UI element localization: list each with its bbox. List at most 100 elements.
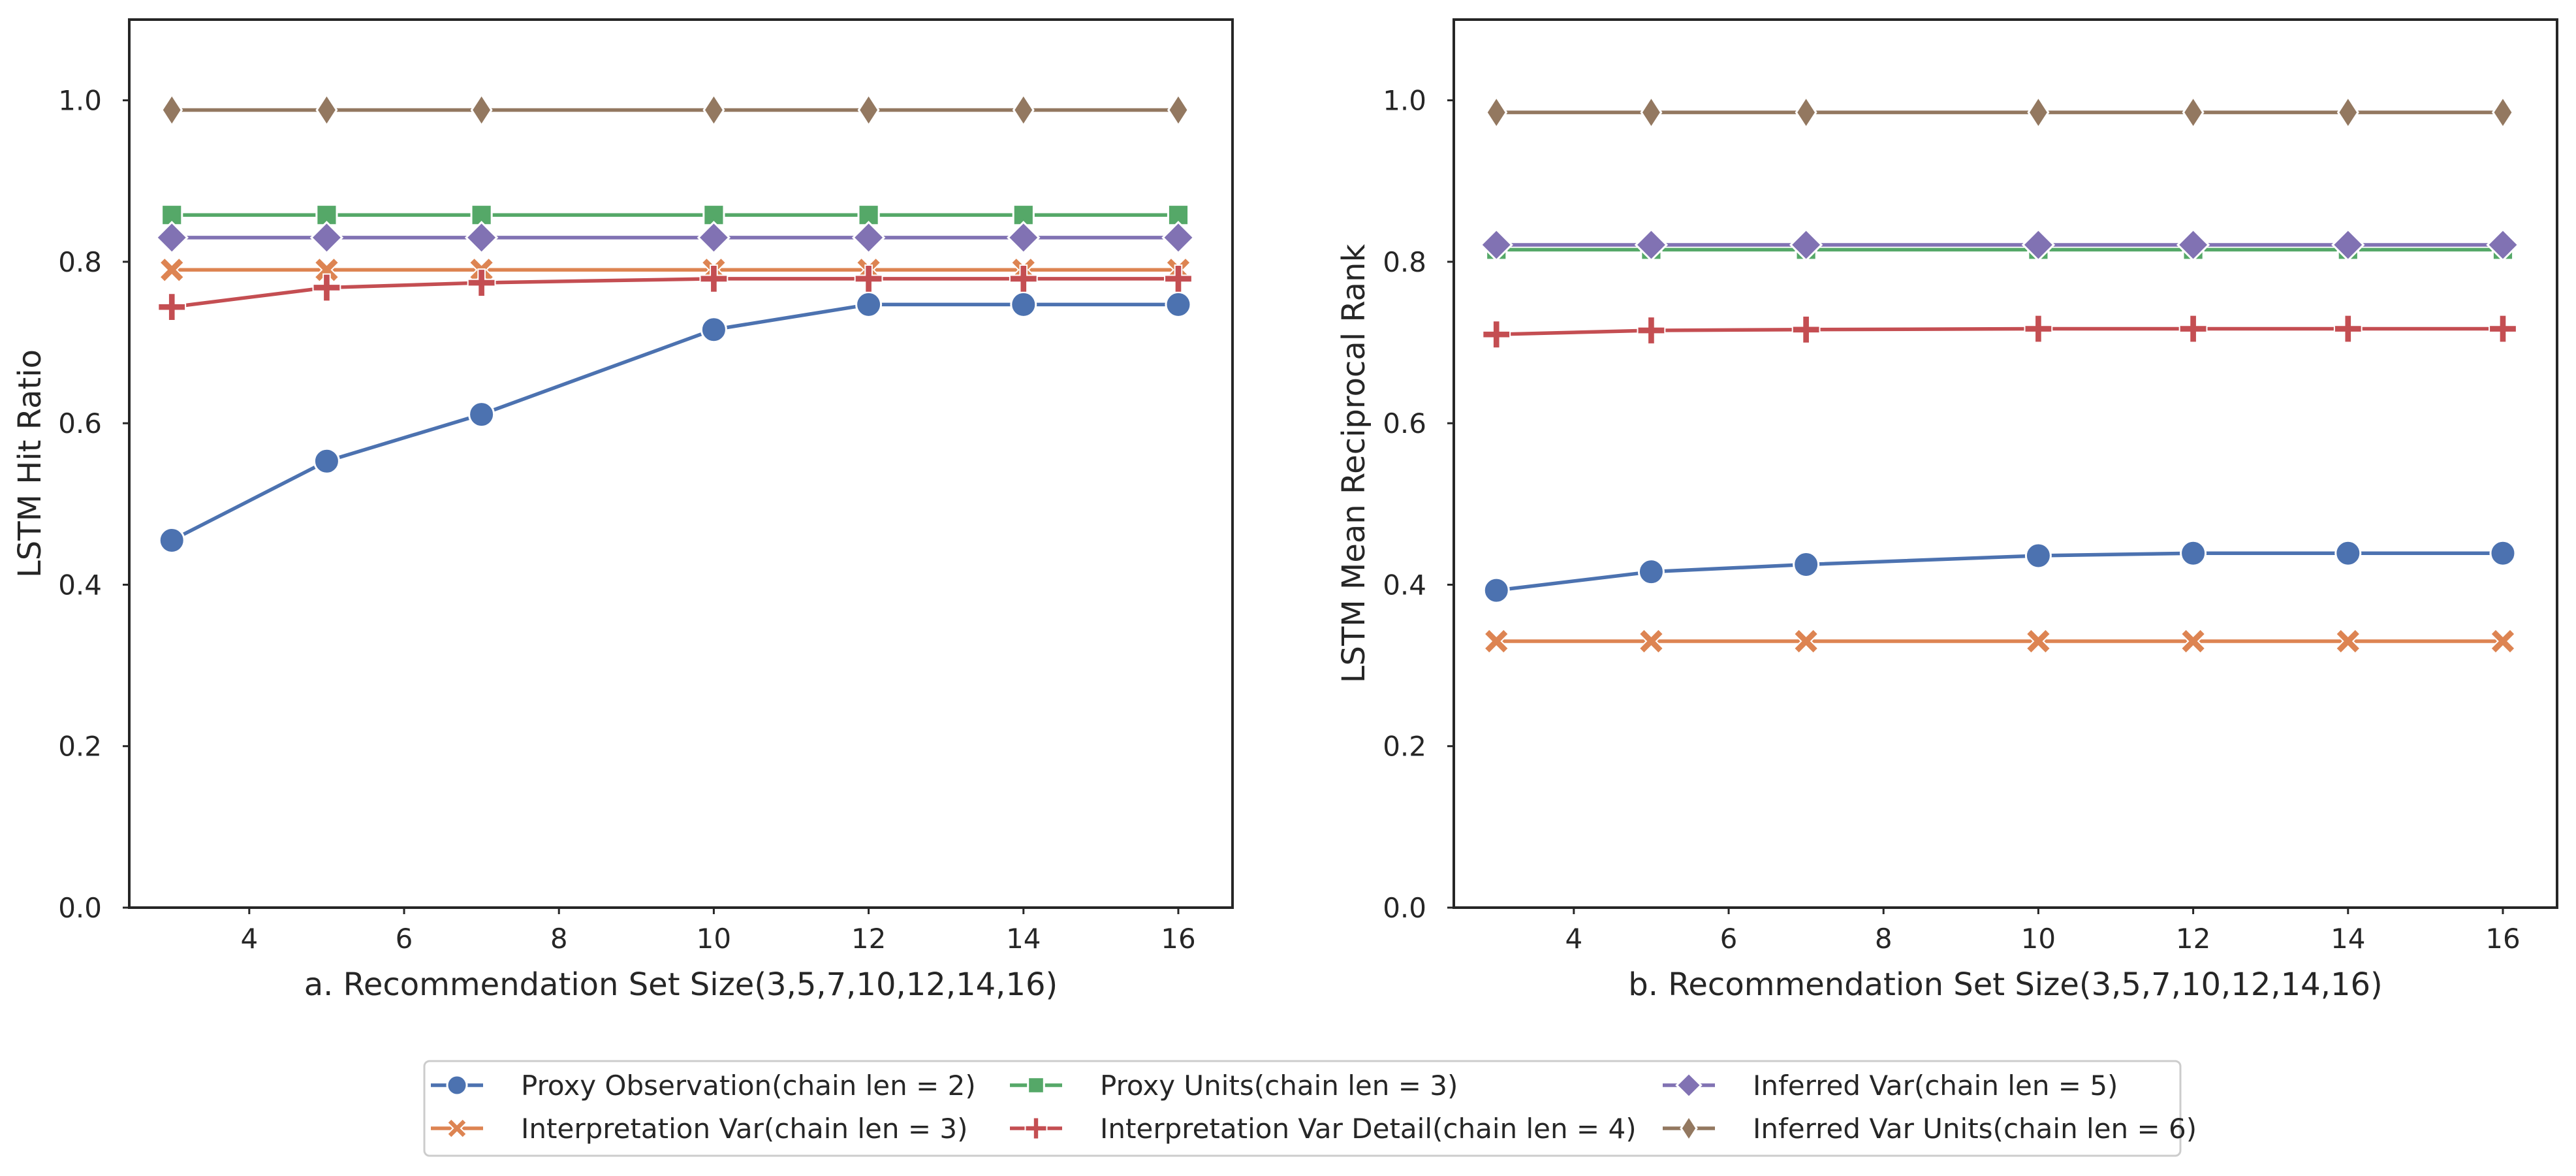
- chart-b-plot-frame: [1453, 18, 2558, 909]
- chart-a-data-point-inferred-var-units-chain-len-6: [315, 93, 338, 127]
- chart-a-data-point-inferred-var-chain-len-5: [1007, 221, 1041, 255]
- legend-marker-swatch: [1024, 1117, 1048, 1140]
- chart-a-y-tick-label: 1.0: [58, 85, 102, 117]
- chart-b-data-point-inferred-var-chain-len-5: [1634, 228, 1669, 262]
- chart-b-data-point-interpretation-var-detail-chain-len-4: [1482, 320, 1511, 349]
- chart-a-data-point-proxy-observation-chain-len-2: [855, 291, 883, 318]
- chart-b-data-point-inferred-var-chain-len-5: [2021, 228, 2056, 262]
- chart-a-series-proxy-units-chain-len-3: [161, 204, 1190, 227]
- chart-a-y-tick-label: 0.8: [58, 246, 102, 278]
- chart-a-x-tick-label: 4: [240, 923, 258, 955]
- chart-a-data-point-proxy-observation-chain-len-2: [1010, 291, 1037, 318]
- chart-b-data-point-interpretation-var-detail-chain-len-4: [1791, 315, 1821, 344]
- chart-b-data-point-inferred-var-units-chain-len-6: [2336, 95, 2359, 130]
- legend-marker-swatch: [446, 1117, 468, 1139]
- chart-b-data-point-interpretation-var-detail-chain-len-4: [1637, 316, 1666, 345]
- chart-b-data-point-proxy-observation-chain-len-2: [1483, 577, 1510, 604]
- chart-a-data-point-inferred-var-units-chain-len-6: [857, 93, 880, 127]
- chart-b-data-point-inferred-var-units-chain-len-6: [1795, 95, 1817, 130]
- chart-b-data-point-inferred-var-chain-len-5: [2176, 228, 2210, 262]
- chart-a: 4 6 8 10 12 14 16 0.0 0.2 0.4 0.6 0.8 1.0 a. Recomme…: [12, 18, 1234, 1003]
- chart-a-y-tick-label: 0.6: [58, 407, 102, 439]
- chart-b-data-point-inferred-var-chain-len-5: [1479, 228, 1513, 262]
- legend-marker-swatch: [1675, 1072, 1703, 1099]
- legend-label: Interpretation Var(chain len = 3): [521, 1113, 968, 1145]
- chart-a-data-point-proxy-observation-chain-len-2: [1165, 291, 1192, 318]
- legend-label: Proxy Observation(chain len = 2): [521, 1070, 976, 1102]
- chart-b-series-inferred-var-chain-len-5: [1479, 228, 2520, 262]
- chart-a-y-tick-label: 0.0: [58, 892, 102, 924]
- chart-b-data-point-inferred-var-units-chain-len-6: [1485, 95, 1508, 130]
- chart-b-x-tick-label: 8: [1875, 923, 1893, 955]
- chart-b-series-inferred-var-units-chain-len-6: [1485, 95, 2514, 130]
- chart-a-data-point-interpretation-var-detail-chain-len-4: [699, 264, 729, 293]
- chart-a-data-point-inferred-var-units-chain-len-6: [1167, 93, 1189, 127]
- chart-b-y-tick-label: 1.0: [1383, 85, 1426, 117]
- chart-a-series-inferred-var-units-chain-len-6: [161, 93, 1189, 127]
- chart-b-data-point-interpretation-var-chain-len-3: [1638, 628, 1665, 654]
- chart-b-data-point-inferred-var-units-chain-len-6: [2491, 95, 2514, 130]
- chart-b-data-point-interpretation-var-chain-len-3: [2490, 628, 2516, 654]
- legend-entry-proxy-units-chain-len-3: Proxy Units(chain len = 3): [1010, 1070, 1458, 1102]
- chart-a-y-tick-label: 0.4: [58, 569, 102, 601]
- legend-label: Proxy Units(chain len = 3): [1100, 1070, 1458, 1102]
- chart-a-data-point-proxy-observation-chain-len-2: [158, 526, 185, 554]
- chart-a-data-point-proxy-observation-chain-len-2: [313, 447, 340, 475]
- chart-a-x-tick-label: 12: [851, 923, 886, 955]
- chart-a-y-tick-label: 0.2: [58, 731, 102, 763]
- legend-marker-swatch: [1680, 1114, 1698, 1143]
- legend-entry-interpretation-var-detail-chain-len-4: Interpretation Var Detail(chain len = 4): [1010, 1113, 1637, 1145]
- chart-b-data-point-inferred-var-chain-len-5: [2331, 228, 2365, 262]
- chart-a-data-point-interpretation-var-detail-chain-len-4: [467, 268, 496, 297]
- chart-b-data-point-interpretation-var-detail-chain-len-4: [2489, 314, 2517, 343]
- legend-entry-inferred-var-chain-len-5: Inferred Var(chain len = 5): [1663, 1070, 2118, 1102]
- chart-a-series-interpretation-var-detail-chain-len-4: [157, 264, 1193, 322]
- chart-a-y-axis-label: LSTM Hit Ratio: [12, 349, 48, 578]
- chart-b-x-tick-label: 12: [2176, 923, 2210, 955]
- chart-a-x-tick-label: 16: [1161, 923, 1195, 955]
- chart-a-data-point-inferred-var-chain-len-5: [309, 221, 344, 255]
- chart-b-x-tick-label: 6: [1720, 923, 1738, 955]
- chart-a-x-tick-label: 8: [550, 923, 568, 955]
- chart-a-data-point-inferred-var-units-chain-len-6: [1012, 93, 1035, 127]
- chart-a-data-point-proxy-observation-chain-len-2: [468, 401, 495, 428]
- chart-a-series-inferred-var-chain-len-5: [155, 221, 1195, 255]
- chart-b-x-tick-label: 4: [1565, 923, 1582, 955]
- chart-a-plot-frame: [128, 18, 1234, 909]
- chart-a-data-point-interpretation-var-detail-chain-len-4: [157, 293, 187, 322]
- chart-b-data-point-interpretation-var-chain-len-3: [1483, 628, 1510, 654]
- chart-b-x-axis-label: b. Recommendation Set Size(3,5,7,10,12,1…: [1628, 966, 2383, 1003]
- chart-a-data-point-inferred-var-chain-len-5: [464, 221, 499, 255]
- chart-a-data-point-proxy-observation-chain-len-2: [700, 316, 727, 343]
- chart-b-data-point-proxy-observation-chain-len-2: [2489, 539, 2517, 567]
- chart-a-data-point-interpretation-var-detail-chain-len-4: [312, 273, 341, 302]
- chart-a-data-point-inferred-var-chain-len-5: [155, 221, 189, 255]
- chart-a-data-point-interpretation-var-detail-chain-len-4: [1009, 264, 1038, 293]
- legend-entry-proxy-observation-chain-len-2: Proxy Observation(chain len = 2): [431, 1070, 976, 1102]
- chart-b-data-point-interpretation-var-chain-len-3: [2180, 628, 2207, 654]
- chart-b-x-tick-label: 10: [2021, 923, 2056, 955]
- chart-a-x-tick-label: 14: [1006, 923, 1041, 955]
- chart-a-data-point-interpretation-var-detail-chain-len-4: [854, 264, 883, 293]
- chart-b-data-point-inferred-var-units-chain-len-6: [2027, 95, 2050, 130]
- chart-a-series-proxy-observation-chain-len-2: [158, 291, 1192, 554]
- legend-entry-inferred-var-units-chain-len-6: Inferred Var Units(chain len = 6): [1663, 1113, 2197, 1145]
- chart-a-x-tick-label: 10: [697, 923, 731, 955]
- chart-a-data-point-inferred-var-units-chain-len-6: [470, 93, 493, 127]
- chart-a-data-point-inferred-var-units-chain-len-6: [702, 93, 725, 127]
- chart-b-data-point-interpretation-var-detail-chain-len-4: [2178, 314, 2208, 343]
- chart-b-x-tick-label: 16: [2485, 923, 2520, 955]
- chart-b-series-interpretation-var-chain-len-3: [1483, 628, 2516, 654]
- legend: Proxy Observation(chain len = 2) Interpre…: [423, 1060, 2197, 1157]
- chart-b-data-point-inferred-var-chain-len-5: [1789, 228, 1823, 262]
- chart-b-data-point-proxy-observation-chain-len-2: [1637, 558, 1665, 586]
- chart-b-data-point-interpretation-var-detail-chain-len-4: [2024, 314, 2053, 343]
- chart-a-data-point-inferred-var-chain-len-5: [697, 221, 731, 255]
- chart-b-y-tick-label: 0.0: [1383, 892, 1426, 924]
- chart-b-x-tick-label: 14: [2331, 923, 2365, 955]
- chart-b: 4 6 8 10 12 14 16 0.0 0.2 0.4 0.6 0.8 1.0 b. Recomme…: [1336, 18, 2558, 1003]
- legend-frame: [423, 1060, 2182, 1157]
- legend-label: Inferred Var(chain len = 5): [1753, 1070, 2118, 1102]
- legend-label: Interpretation Var Detail(chain len = 4): [1100, 1113, 1637, 1145]
